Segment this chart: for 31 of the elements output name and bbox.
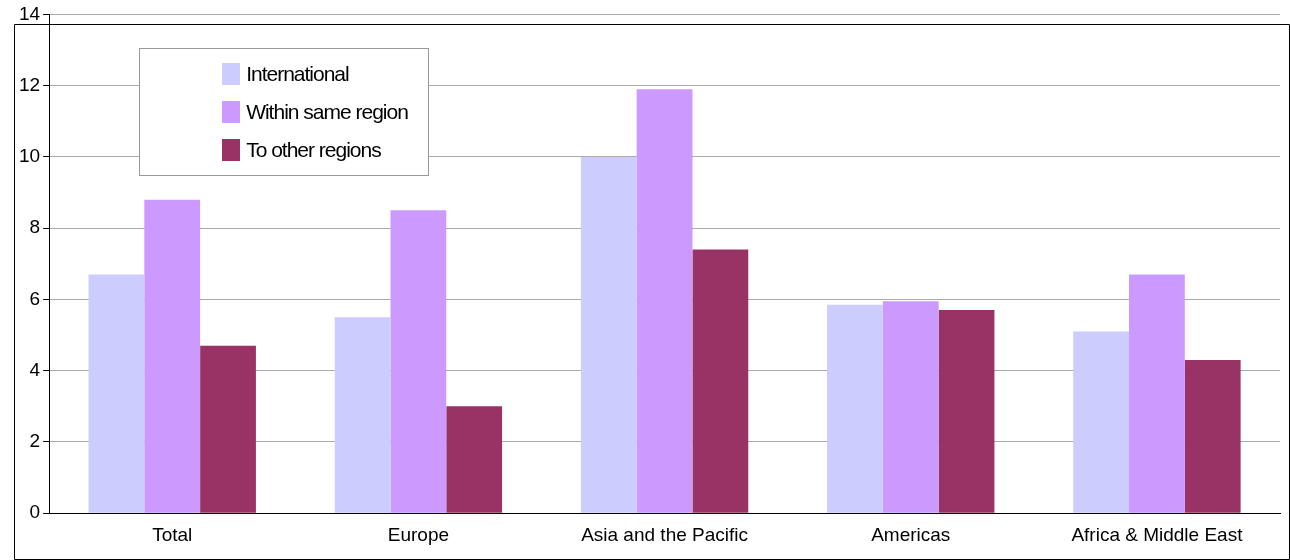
legend-label: Within same region (246, 100, 408, 125)
bar (636, 89, 693, 513)
bar (692, 249, 749, 513)
bar (200, 345, 256, 513)
y-tick-label: 4 (29, 358, 41, 380)
x-tick-label: Americas (871, 523, 951, 545)
bar (446, 406, 503, 513)
bar (334, 317, 391, 513)
bar (390, 210, 447, 513)
x-tick-label: Europe (387, 523, 450, 545)
bar (144, 199, 201, 513)
y-tick-label: 10 (18, 145, 41, 167)
bar (1129, 274, 1185, 513)
bar (938, 310, 995, 513)
y-tick-label: 0 (29, 501, 41, 523)
x-tick-label: Total (152, 523, 193, 545)
legend-label: To other regions (246, 138, 381, 163)
bar (1073, 331, 1130, 513)
legend-label: International (246, 62, 349, 87)
bar (88, 274, 145, 513)
bar (882, 301, 939, 513)
bar (580, 156, 637, 513)
y-tick-label: 14 (18, 2, 41, 24)
y-tick-label: 2 (29, 430, 41, 452)
y-tick-label: 8 (29, 216, 41, 238)
y-tick-label: 12 (18, 73, 41, 95)
bar (1184, 360, 1241, 513)
bar (827, 304, 883, 513)
y-tick-label: 6 (29, 287, 41, 309)
x-tick-label: Africa & Middle East (1071, 523, 1244, 545)
x-tick-label: Asia and the Pacific (581, 523, 748, 545)
